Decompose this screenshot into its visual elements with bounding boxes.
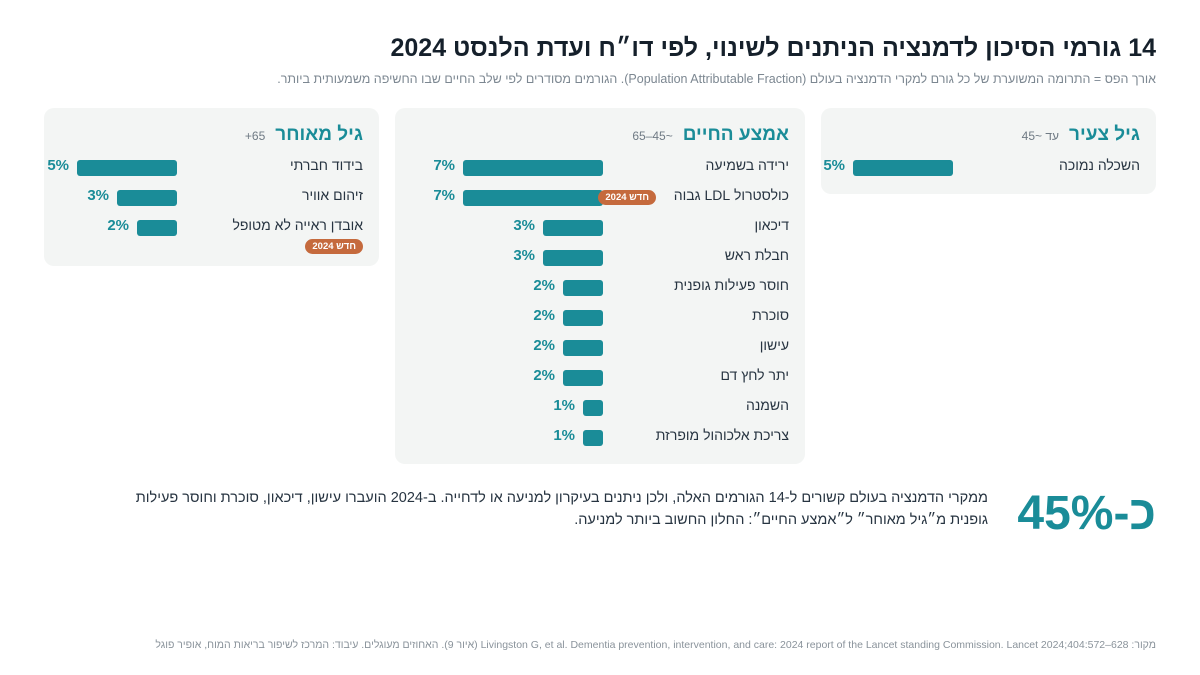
bar <box>563 370 603 386</box>
panel-midlife: אמצע החיים ~45–65 ירידה בשמיעה 7% כולסטרול L… <box>395 108 805 464</box>
bar-label: בידוד חברתי <box>289 157 363 173</box>
bar <box>563 340 603 356</box>
bar-value-label: 7% <box>433 187 455 204</box>
new-2024-badge: חדש 2024 <box>305 239 363 254</box>
panel-header: גיל מאוחר 65+ <box>245 124 363 146</box>
panel-age-range: עד ~45 <box>1021 129 1060 143</box>
bar-row: אובדן ראייה לא מטופל 2% חדש 2024 <box>44 212 379 254</box>
panel-title: גיל צעיר <box>1069 124 1140 145</box>
bar <box>563 310 603 326</box>
bar-row: יתר לחץ דם 2% <box>395 362 805 392</box>
bar-value-label: 1% <box>553 427 575 444</box>
bar-label: אובדן ראייה לא מטופל <box>232 217 363 233</box>
bar <box>543 220 603 236</box>
bar <box>583 430 603 446</box>
source-note: מקור: Livingston G, et al. Dementia prev… <box>155 639 1156 651</box>
bar <box>543 250 603 266</box>
bar-label: חבלת ראש <box>724 247 789 263</box>
panel-title: אמצע החיים <box>682 124 789 145</box>
bar-value-label: 2% <box>533 337 555 354</box>
bar-row: עישון 2% <box>395 332 805 362</box>
bar-value-label: 2% <box>533 307 555 324</box>
bar-value-label: 1% <box>553 397 575 414</box>
summary-big-number: כ-45% <box>1017 487 1156 540</box>
bar <box>583 400 603 416</box>
bar-label: סוכרת <box>752 307 789 323</box>
panel-age-range: ~45–65 <box>632 129 673 143</box>
bar-row: חבלת ראש 3% <box>395 242 805 272</box>
page-subtitle: אורך הפס = התרומה המשוערת של כל גורם למק… <box>277 72 1156 86</box>
bar-label: דיכאון <box>754 217 789 233</box>
bar-value-label: 5% <box>823 157 845 174</box>
bar-label: חוסר פעילות גופנית <box>674 277 789 293</box>
bar <box>117 190 177 206</box>
bar-value-label: 3% <box>513 217 535 234</box>
bar-row: בידוד חברתי 5% <box>44 152 379 182</box>
bar-label: זיהום אוויר <box>302 187 363 203</box>
bar-label: השמנה <box>745 397 789 413</box>
bar-row: דיכאון 3% <box>395 212 805 242</box>
page-title: 14 גורמי הסיכון לדמנציה הניתנים לשינוי, … <box>390 34 1156 62</box>
bar-row: סוכרת 2% <box>395 302 805 332</box>
bar-value-label: 7% <box>433 157 455 174</box>
panel-young: גיל צעיר עד ~45 השכלה נמוכה 5% <box>821 108 1156 194</box>
bar-label: ירידה בשמיעה <box>705 157 789 173</box>
bar-row: כולסטרול LDL גבוה 7% חדש 2024 <box>395 182 805 212</box>
bar-value-label: 2% <box>107 217 129 234</box>
panel-header: גיל צעיר עד ~45 <box>1022 124 1140 146</box>
panel-age-range: 65+ <box>244 129 266 143</box>
bar-row: השכלה נמוכה 5% <box>821 152 1156 182</box>
bar <box>77 160 177 176</box>
bar-label: צריכת אלכוהול מופרזת <box>655 427 789 443</box>
bar-label: עישון <box>759 337 789 353</box>
bar-value-label: 2% <box>533 367 555 384</box>
panel-header: אמצע החיים ~45–65 <box>632 124 789 146</box>
bar-row: ירידה בשמיעה 7% <box>395 152 805 182</box>
bar-value-label: 3% <box>513 247 535 264</box>
new-2024-badge: חדש 2024 <box>598 190 656 205</box>
bar-value-label: 3% <box>87 187 109 204</box>
bar-value-label: 2% <box>533 277 555 294</box>
bar-label: יתר לחץ דם <box>720 367 789 383</box>
bar-label: השכלה נמוכה <box>1059 157 1140 173</box>
summary-text: ממקרי הדמנציה בעולם קשורים ל-14 הגורמים … <box>135 490 988 528</box>
bar <box>563 280 603 296</box>
bar-label: כולסטרול LDL גבוה <box>673 187 789 203</box>
bar <box>463 160 603 176</box>
bar <box>463 190 603 206</box>
panel-title: גיל מאוחר <box>275 124 363 145</box>
bar-row: חוסר פעילות גופנית 2% <box>395 272 805 302</box>
panel-late: גיל מאוחר 65+ בידוד חברתי 5% זיהום אוויר 3% או… <box>44 108 379 266</box>
bar <box>137 220 177 236</box>
bar <box>853 160 953 176</box>
bar-row: צריכת אלכוהול מופרזת 1% <box>395 422 805 452</box>
bar-value-label: 5% <box>47 157 69 174</box>
bar-row: השמנה 1% <box>395 392 805 422</box>
bar-row: זיהום אוויר 3% <box>44 182 379 212</box>
